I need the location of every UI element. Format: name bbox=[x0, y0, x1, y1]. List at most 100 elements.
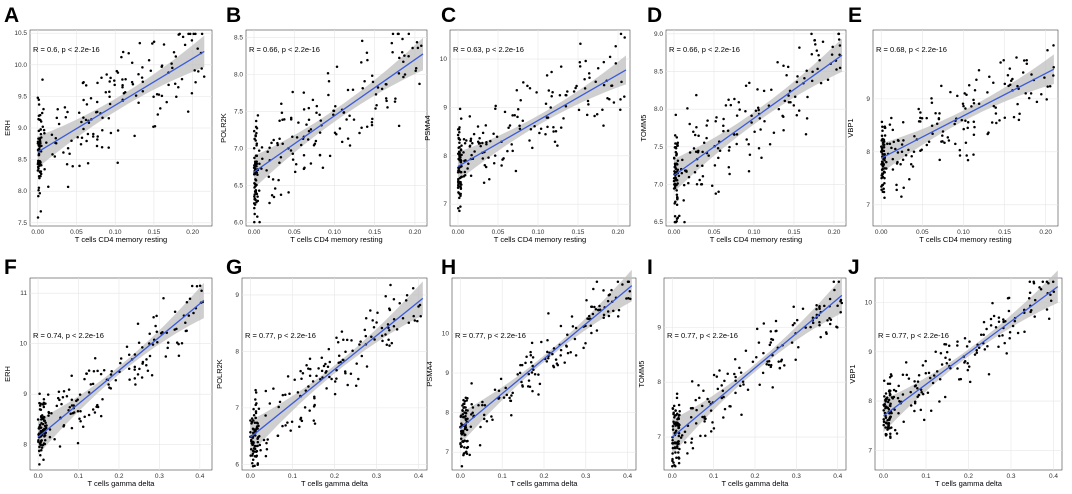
scatter-point bbox=[418, 303, 422, 307]
scatter-point bbox=[197, 70, 200, 73]
scatter-point bbox=[886, 426, 889, 429]
scatter-point bbox=[977, 68, 981, 72]
scatter-point bbox=[500, 164, 503, 167]
scatter-point bbox=[62, 151, 65, 154]
y-tick-label: 9 bbox=[657, 324, 661, 331]
panel-letter: H bbox=[441, 256, 456, 279]
x-tick-label: 0.0 bbox=[34, 473, 43, 480]
scatter-point bbox=[79, 419, 82, 423]
y-tick-label: 6.5 bbox=[654, 219, 663, 226]
panel-letter: J bbox=[848, 256, 860, 279]
scatter-point bbox=[273, 187, 277, 190]
scatter-point bbox=[113, 79, 116, 82]
scatter-point bbox=[458, 176, 462, 180]
scatter-point bbox=[768, 143, 772, 146]
scatter-point bbox=[887, 389, 891, 393]
scatter-point bbox=[495, 135, 499, 138]
scatter-point bbox=[1045, 98, 1048, 101]
scatter-point bbox=[547, 312, 550, 315]
scatter-point bbox=[335, 65, 339, 69]
scatter-point bbox=[47, 185, 50, 189]
scatter-point bbox=[723, 379, 726, 383]
scatter-point bbox=[695, 182, 699, 186]
scatter-point bbox=[463, 174, 467, 177]
y-tick-label: 9 bbox=[445, 370, 449, 377]
scatter-point bbox=[133, 365, 137, 369]
scatter-point bbox=[601, 108, 604, 112]
scatter-point bbox=[302, 91, 306, 94]
scatter-point bbox=[312, 419, 316, 422]
scatter-point bbox=[384, 97, 388, 100]
scatter-point bbox=[464, 412, 468, 415]
scatter-point bbox=[533, 124, 536, 128]
scatter-point bbox=[771, 338, 775, 342]
scatter-point bbox=[482, 181, 486, 184]
scatter-point bbox=[162, 43, 166, 46]
scatter-point bbox=[987, 373, 991, 376]
scatter-point bbox=[508, 124, 512, 127]
scatter-point bbox=[36, 96, 40, 100]
scatter-point bbox=[1049, 293, 1052, 296]
y-tick-label: 8 bbox=[657, 379, 661, 386]
scatter-point bbox=[826, 319, 829, 322]
panel-a: A0.00 0.05 0.10 0.15 0.207.58.08.59.09.510.0… bbox=[3, 4, 213, 244]
scatter-point bbox=[370, 121, 374, 124]
scatter-point bbox=[795, 114, 799, 117]
scatter-point bbox=[919, 408, 923, 412]
scatter-point bbox=[119, 361, 122, 365]
scatter-point bbox=[254, 198, 257, 202]
scatter-point bbox=[554, 129, 558, 133]
x-tick-label: 0.1 bbox=[921, 473, 930, 480]
scatter-point bbox=[503, 110, 507, 114]
scatter-point bbox=[412, 314, 415, 318]
scatter-point bbox=[723, 407, 727, 411]
x-tick-label: 0.0 bbox=[668, 473, 677, 480]
scatter-point bbox=[171, 66, 174, 70]
scatter-point bbox=[734, 379, 737, 382]
scatter-point bbox=[729, 405, 732, 408]
scatter-point bbox=[953, 122, 956, 126]
scatter-point bbox=[590, 331, 593, 335]
scatter-point bbox=[482, 417, 486, 421]
scatter-point bbox=[956, 344, 959, 347]
y-tick-label: 9 bbox=[443, 104, 447, 111]
scatter-point bbox=[702, 141, 706, 145]
scatter-point bbox=[397, 32, 400, 36]
scatter-point bbox=[673, 146, 677, 149]
scatter-point bbox=[81, 425, 85, 429]
scatter-point bbox=[254, 416, 257, 420]
x-tick-label: 0.10 bbox=[957, 229, 970, 236]
scatter-point bbox=[42, 107, 45, 111]
scatter-point bbox=[744, 109, 747, 113]
scatter-point bbox=[920, 116, 924, 120]
scatter-point bbox=[694, 150, 698, 154]
scatter-point bbox=[997, 345, 1000, 348]
scatter-point bbox=[544, 133, 547, 136]
scatter-point bbox=[672, 412, 675, 416]
scatter-point bbox=[965, 345, 969, 348]
scatter-point bbox=[994, 325, 998, 329]
scatter-point bbox=[892, 140, 896, 144]
x-tick-label: 0.4 bbox=[833, 473, 842, 480]
scatter-point bbox=[137, 101, 140, 105]
scatter-point bbox=[698, 396, 701, 400]
scatter-point bbox=[734, 391, 737, 395]
scatter-point bbox=[681, 158, 684, 162]
scatter-point bbox=[122, 92, 126, 95]
scatter-point bbox=[998, 119, 1001, 122]
scatter-point bbox=[38, 392, 41, 395]
scatter-point bbox=[885, 167, 888, 170]
scatter-point bbox=[525, 355, 528, 358]
scatter-point bbox=[307, 118, 311, 121]
scatter-point bbox=[472, 132, 476, 136]
scatter-point bbox=[1003, 116, 1007, 120]
scatter-point bbox=[910, 155, 913, 158]
scatter-point bbox=[671, 425, 675, 428]
scatter-point bbox=[47, 411, 51, 415]
scatter-point bbox=[66, 185, 70, 189]
scatter-point bbox=[483, 164, 487, 167]
scatter-point bbox=[823, 304, 826, 308]
scatter-point bbox=[608, 55, 612, 59]
scatter-point bbox=[255, 402, 258, 405]
